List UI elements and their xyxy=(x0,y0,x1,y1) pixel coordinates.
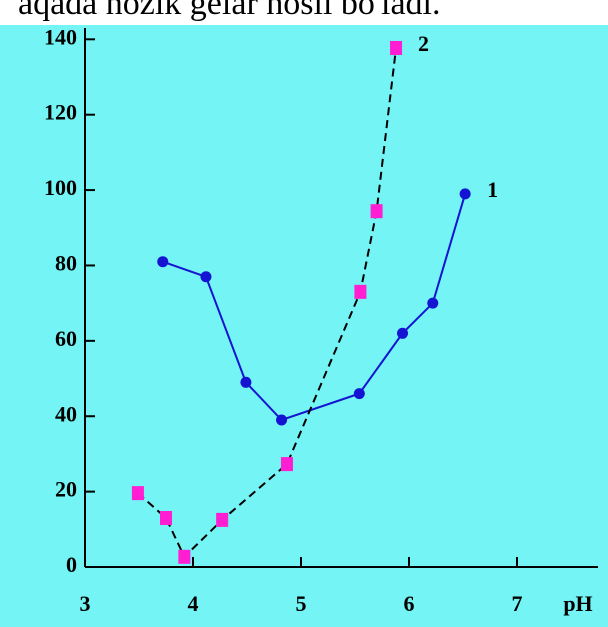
y-tick-label: 60 xyxy=(55,326,77,351)
x-tick-label: 6 xyxy=(404,591,415,616)
point xyxy=(390,40,403,55)
point xyxy=(427,297,439,309)
point xyxy=(459,188,471,200)
point xyxy=(354,284,367,299)
point xyxy=(200,271,212,283)
point xyxy=(160,511,172,525)
point xyxy=(397,327,409,339)
x-axis-label: pH xyxy=(563,591,592,616)
y-tick-label: 40 xyxy=(55,401,77,426)
y-tick-label: 140 xyxy=(44,24,77,49)
point xyxy=(276,414,288,426)
y-tick-label: 0 xyxy=(66,552,77,577)
y-tick-label: 20 xyxy=(55,477,77,502)
point xyxy=(280,457,293,472)
y-tick-label: 120 xyxy=(44,100,77,125)
point xyxy=(131,486,144,501)
y-tick-label: 100 xyxy=(44,175,77,200)
point xyxy=(178,549,191,564)
series-label: 2 xyxy=(418,31,429,56)
point xyxy=(240,376,252,388)
y-tick-label: 80 xyxy=(55,251,77,276)
chart-background xyxy=(0,25,608,627)
x-tick-label: 4 xyxy=(188,591,199,616)
x-tick-label: 3 xyxy=(80,591,91,616)
x-tick-label: 7 xyxy=(512,591,523,616)
caption: aqada nozik gelar hosil bo'ladi. xyxy=(18,0,441,22)
point xyxy=(370,204,383,219)
point xyxy=(353,388,365,400)
series-line xyxy=(162,193,467,422)
series-label: 1 xyxy=(487,177,498,202)
point xyxy=(157,256,169,268)
point xyxy=(216,512,229,527)
x-tick-label: 5 xyxy=(296,591,307,616)
